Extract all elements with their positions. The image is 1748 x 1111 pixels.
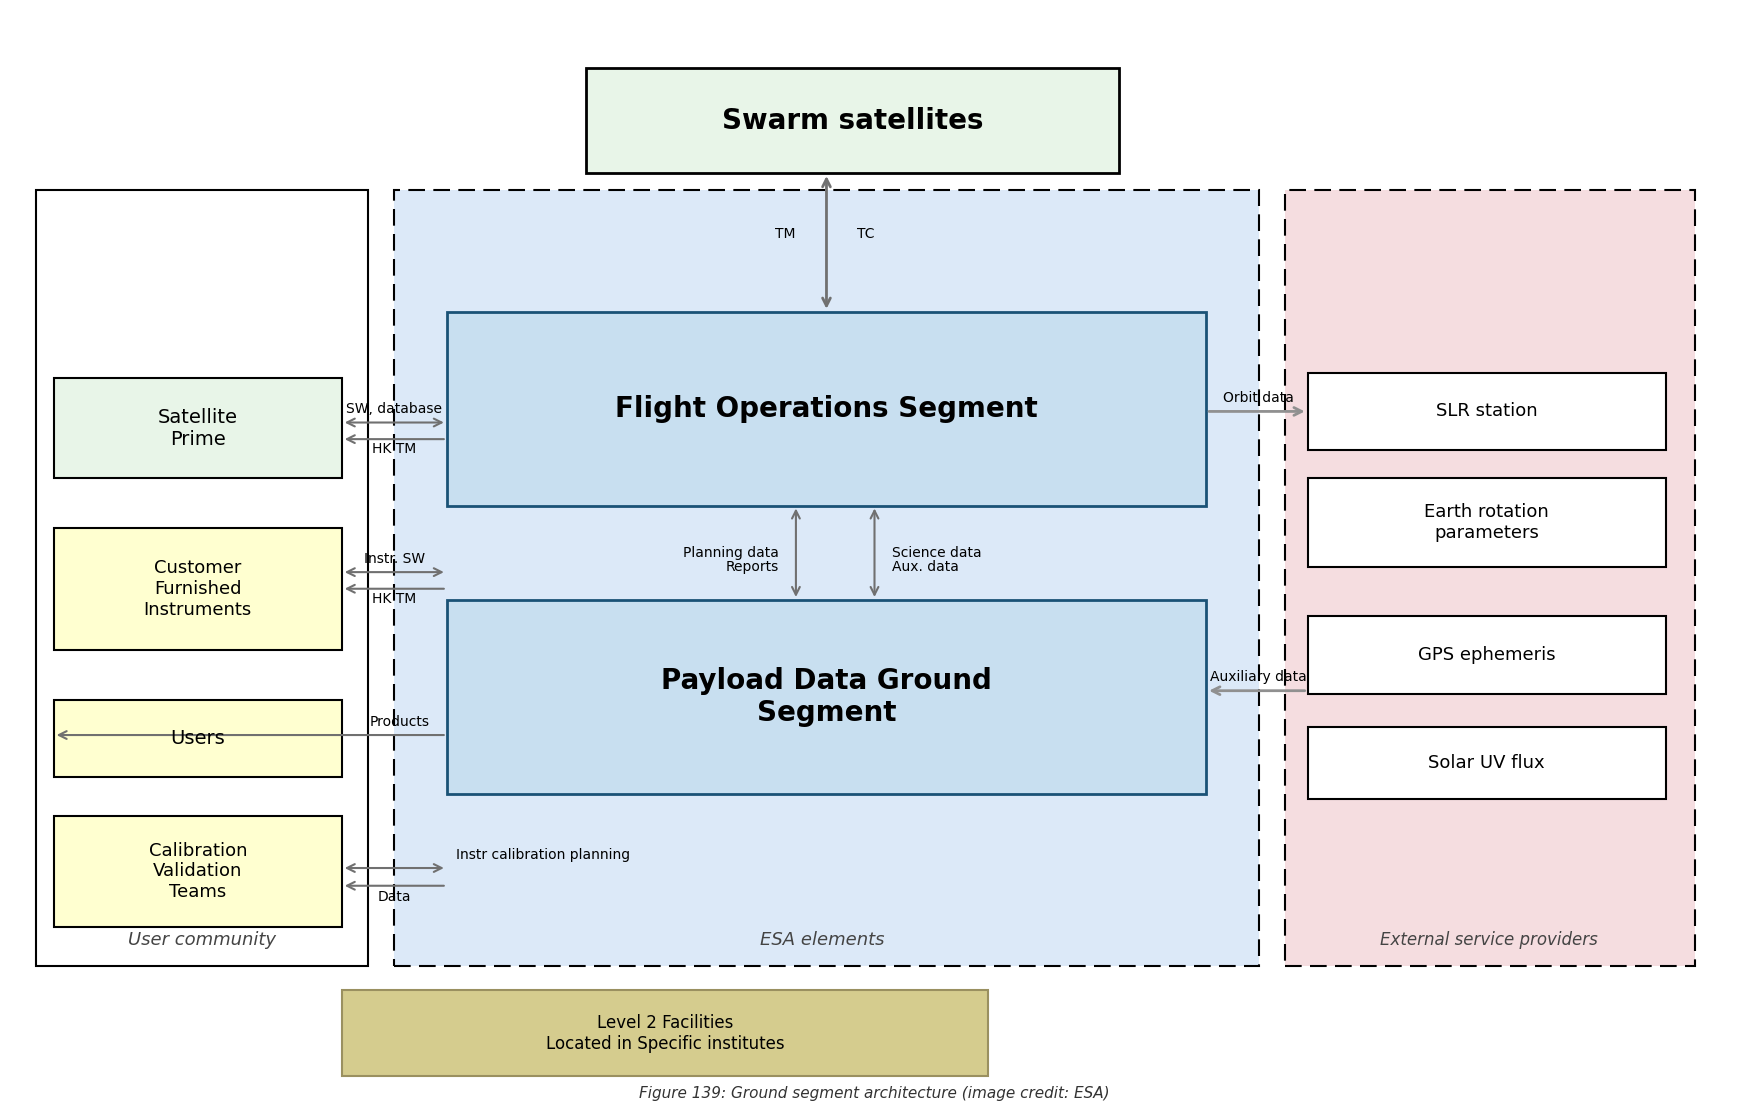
Text: Customer
Furnished
Instruments: Customer Furnished Instruments <box>143 559 252 619</box>
Text: ESA elements: ESA elements <box>759 931 884 949</box>
Text: Auxiliary data: Auxiliary data <box>1210 670 1306 684</box>
Text: Earth rotation
parameters: Earth rotation parameters <box>1423 503 1549 542</box>
Text: HK TM: HK TM <box>372 592 416 605</box>
Bar <box>1285 190 1694 965</box>
Bar <box>446 600 1206 793</box>
Bar <box>37 190 367 965</box>
Text: Level 2 Facilities
Located in Specific institutes: Level 2 Facilities Located in Specific i… <box>545 1013 783 1052</box>
Text: TM: TM <box>774 227 795 241</box>
Text: Instr. SW: Instr. SW <box>364 552 425 565</box>
Text: Orbit data: Orbit data <box>1222 391 1294 406</box>
Bar <box>54 528 341 650</box>
Bar <box>54 700 341 777</box>
Text: GPS ephemeris: GPS ephemeris <box>1418 647 1554 664</box>
Text: Figure 139: Ground segment architecture (image credit: ESA): Figure 139: Ground segment architecture … <box>638 1085 1110 1101</box>
Text: Instr calibration planning: Instr calibration planning <box>456 848 629 862</box>
Text: Data: Data <box>378 890 411 904</box>
Bar <box>586 68 1119 173</box>
Text: Solar UV flux: Solar UV flux <box>1428 754 1543 772</box>
Text: HK TM: HK TM <box>372 442 416 457</box>
Text: Aux. data: Aux. data <box>891 560 958 573</box>
Bar <box>54 378 341 478</box>
Bar <box>341 990 988 1077</box>
Bar <box>1308 372 1664 450</box>
Text: Reports: Reports <box>725 560 778 573</box>
Text: SW, database: SW, database <box>346 402 442 417</box>
Bar <box>1308 617 1664 694</box>
Text: Flight Operations Segment: Flight Operations Segment <box>615 394 1037 422</box>
Bar <box>393 190 1259 965</box>
Bar <box>54 815 341 927</box>
Text: Users: Users <box>170 729 225 748</box>
Text: Products: Products <box>369 714 428 729</box>
Text: Swarm satellites: Swarm satellites <box>722 107 982 134</box>
Bar <box>1308 728 1664 799</box>
Text: Science data: Science data <box>891 547 981 560</box>
Text: User community: User community <box>128 931 276 949</box>
Text: Payload Data Ground
Segment: Payload Data Ground Segment <box>661 667 991 727</box>
Text: Planning data: Planning data <box>682 547 778 560</box>
Text: Calibration
Validation
Teams: Calibration Validation Teams <box>149 841 246 901</box>
Text: External service providers: External service providers <box>1379 931 1598 949</box>
Bar <box>1308 478 1664 567</box>
Text: SLR station: SLR station <box>1435 402 1536 420</box>
Text: Satellite
Prime: Satellite Prime <box>157 408 238 449</box>
Bar <box>446 312 1206 506</box>
Text: TC: TC <box>857 227 874 241</box>
